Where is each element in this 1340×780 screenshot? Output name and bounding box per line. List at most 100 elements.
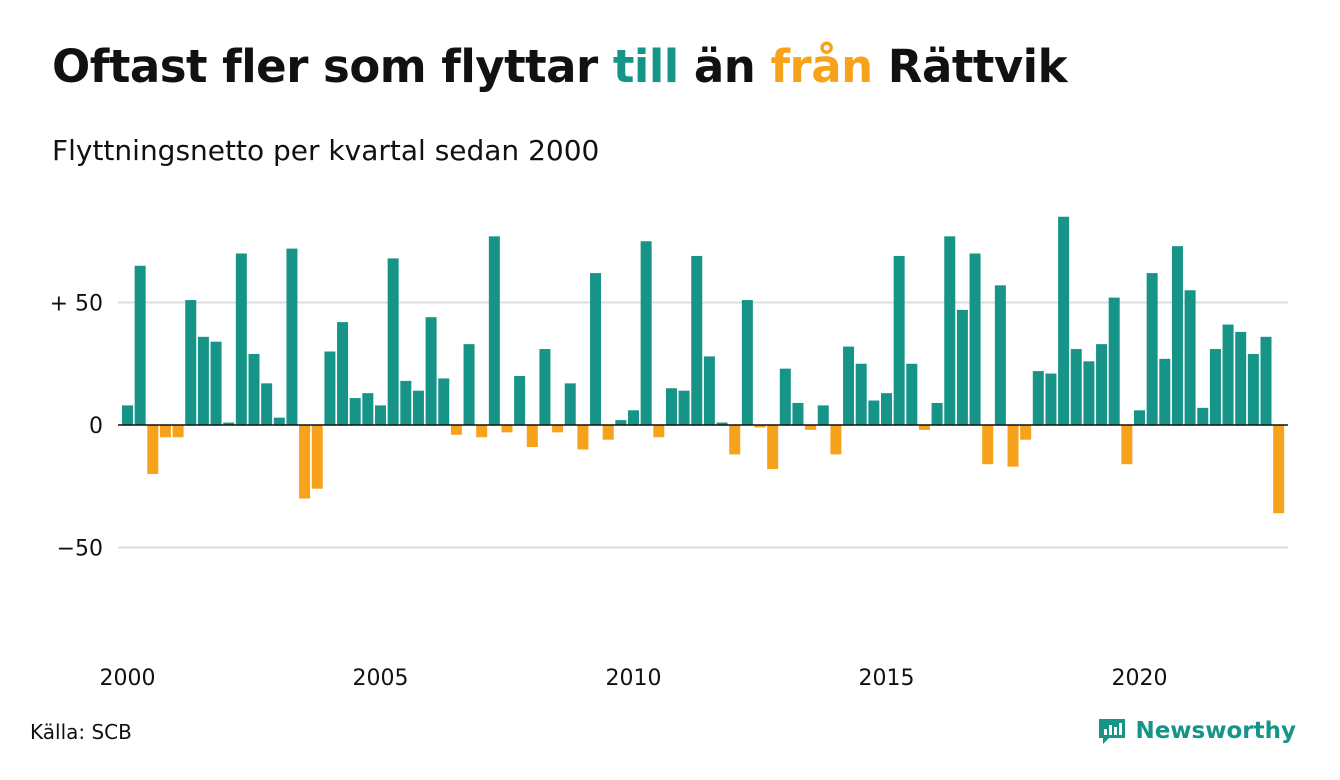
bar-2020Q3 <box>1159 358 1171 425</box>
bar-2008Q1 <box>526 425 538 448</box>
y-tick-label: 0 <box>89 414 103 439</box>
bar-2016Q1 <box>931 402 943 425</box>
bar-2001Q3 <box>197 336 209 425</box>
x-tick-label: 2005 <box>353 666 409 691</box>
bar-2010Q3 <box>653 425 665 438</box>
bar-2013Q1 <box>779 368 791 425</box>
bar-2001Q2 <box>185 300 197 425</box>
bar-2010Q2 <box>640 241 652 425</box>
bar-2020Q1 <box>1134 410 1145 425</box>
bar-2018Q1 <box>1032 371 1044 425</box>
bar-2007Q2 <box>488 236 500 425</box>
bar-2008Q3 <box>552 425 564 433</box>
bar-2017Q4 <box>1020 425 1032 440</box>
bar-2000Q1 <box>122 405 133 425</box>
bar-2006Q2 <box>438 378 450 425</box>
bar-2021Q1 <box>1184 290 1196 425</box>
bar-2020Q2 <box>1146 273 1158 425</box>
bar-2011Q3 <box>703 356 715 425</box>
bar-2013Q4 <box>817 405 829 425</box>
bar-2011Q4 <box>716 422 728 425</box>
bar-2001Q4 <box>210 341 222 425</box>
bar-2003Q2 <box>286 248 298 425</box>
bar-2022Q2 <box>1247 353 1259 425</box>
bar-2022Q3 <box>1260 336 1272 425</box>
title-part-2: än <box>678 40 771 93</box>
x-tick-label: 2015 <box>859 666 915 691</box>
bar-2009Q2 <box>590 273 602 425</box>
bars <box>122 216 1285 514</box>
bar-2010Q4 <box>665 388 677 425</box>
bar-2004Q2 <box>337 322 349 425</box>
bar-2015Q1 <box>881 393 892 425</box>
bar-2016Q3 <box>956 309 968 425</box>
bar-2015Q3 <box>906 363 918 425</box>
bar-2006Q3 <box>450 425 462 435</box>
bar-2001Q1 <box>172 425 184 438</box>
bar-2014Q4 <box>868 400 880 425</box>
bar-2021Q3 <box>1209 349 1221 425</box>
bar-2022Q4 <box>1273 425 1285 514</box>
bar-2019Q4 <box>1121 425 1133 465</box>
bar-2004Q3 <box>349 398 361 425</box>
axes: + 50 0 −50 2000 2005 2010 2015 2020 <box>50 292 1288 691</box>
bar-2002Q4 <box>261 383 273 425</box>
bar-2007Q3 <box>501 425 513 433</box>
bar-2014Q3 <box>855 363 867 425</box>
bar-2009Q4 <box>615 420 627 425</box>
bar-2017Q2 <box>994 285 1006 425</box>
bar-2014Q2 <box>843 346 855 425</box>
bar-2019Q2 <box>1096 344 1108 425</box>
bar-2012Q4 <box>767 425 779 470</box>
bar-2011Q1 <box>678 390 690 425</box>
bar-2021Q2 <box>1197 407 1209 425</box>
bar-2017Q3 <box>1007 425 1019 467</box>
bar-2005Q1 <box>375 405 386 425</box>
bar-2015Q2 <box>893 255 905 425</box>
bar-2007Q1 <box>476 425 488 438</box>
bar-2008Q2 <box>539 349 551 425</box>
bar-2013Q3 <box>805 425 817 430</box>
title-part-3: Rättvik <box>872 40 1068 93</box>
bar-2007Q4 <box>514 376 526 425</box>
x-tick-label: 2010 <box>606 666 662 691</box>
chart-title: Oftast fler som flyttar till än från Rät… <box>52 40 1068 93</box>
bar-2018Q4 <box>1070 349 1082 425</box>
bar-2000Q4 <box>159 425 171 438</box>
bar-2000Q2 <box>134 265 146 425</box>
bar-2012Q2 <box>741 300 753 425</box>
bar-2002Q2 <box>235 253 247 425</box>
bar-2003Q3 <box>299 425 311 499</box>
title-part-1: Oftast fler som flyttar <box>52 40 613 93</box>
bar-2009Q1 <box>577 425 589 450</box>
bar-2022Q1 <box>1235 331 1247 425</box>
title-word-till: till <box>612 40 679 93</box>
bar-2012Q1 <box>729 425 741 455</box>
bar-2019Q3 <box>1108 297 1120 425</box>
bar-2006Q1 <box>425 317 437 425</box>
bar-2018Q2 <box>1045 373 1057 425</box>
brand-logo: Newsworthy <box>1097 716 1296 746</box>
bar-2004Q1 <box>324 351 336 425</box>
bar-2000Q3 <box>147 425 159 474</box>
bar-2002Q3 <box>248 353 260 425</box>
bar-2016Q4 <box>969 253 981 425</box>
bar-2015Q4 <box>918 425 930 430</box>
bar-2003Q4 <box>311 425 323 489</box>
bar-2009Q3 <box>602 425 614 440</box>
bar-2019Q1 <box>1083 361 1095 425</box>
bar-2016Q2 <box>944 236 956 425</box>
bar-2011Q2 <box>691 255 703 425</box>
bar-2018Q3 <box>1058 216 1070 425</box>
y-tick-label: −50 <box>57 537 103 562</box>
brand-name: Newsworthy <box>1135 718 1296 744</box>
newsworthy-logo-icon <box>1099 719 1126 744</box>
bar-2004Q4 <box>362 393 374 425</box>
bar-2008Q4 <box>564 383 576 425</box>
bar-2005Q4 <box>412 390 424 425</box>
bar-2010Q1 <box>628 410 639 425</box>
bar-2013Q2 <box>792 402 804 425</box>
bar-chart: + 50 0 −50 2000 2005 2010 2015 2020 <box>50 216 1288 691</box>
title-word-fran: från <box>770 40 873 93</box>
bar-2020Q4 <box>1171 246 1183 425</box>
